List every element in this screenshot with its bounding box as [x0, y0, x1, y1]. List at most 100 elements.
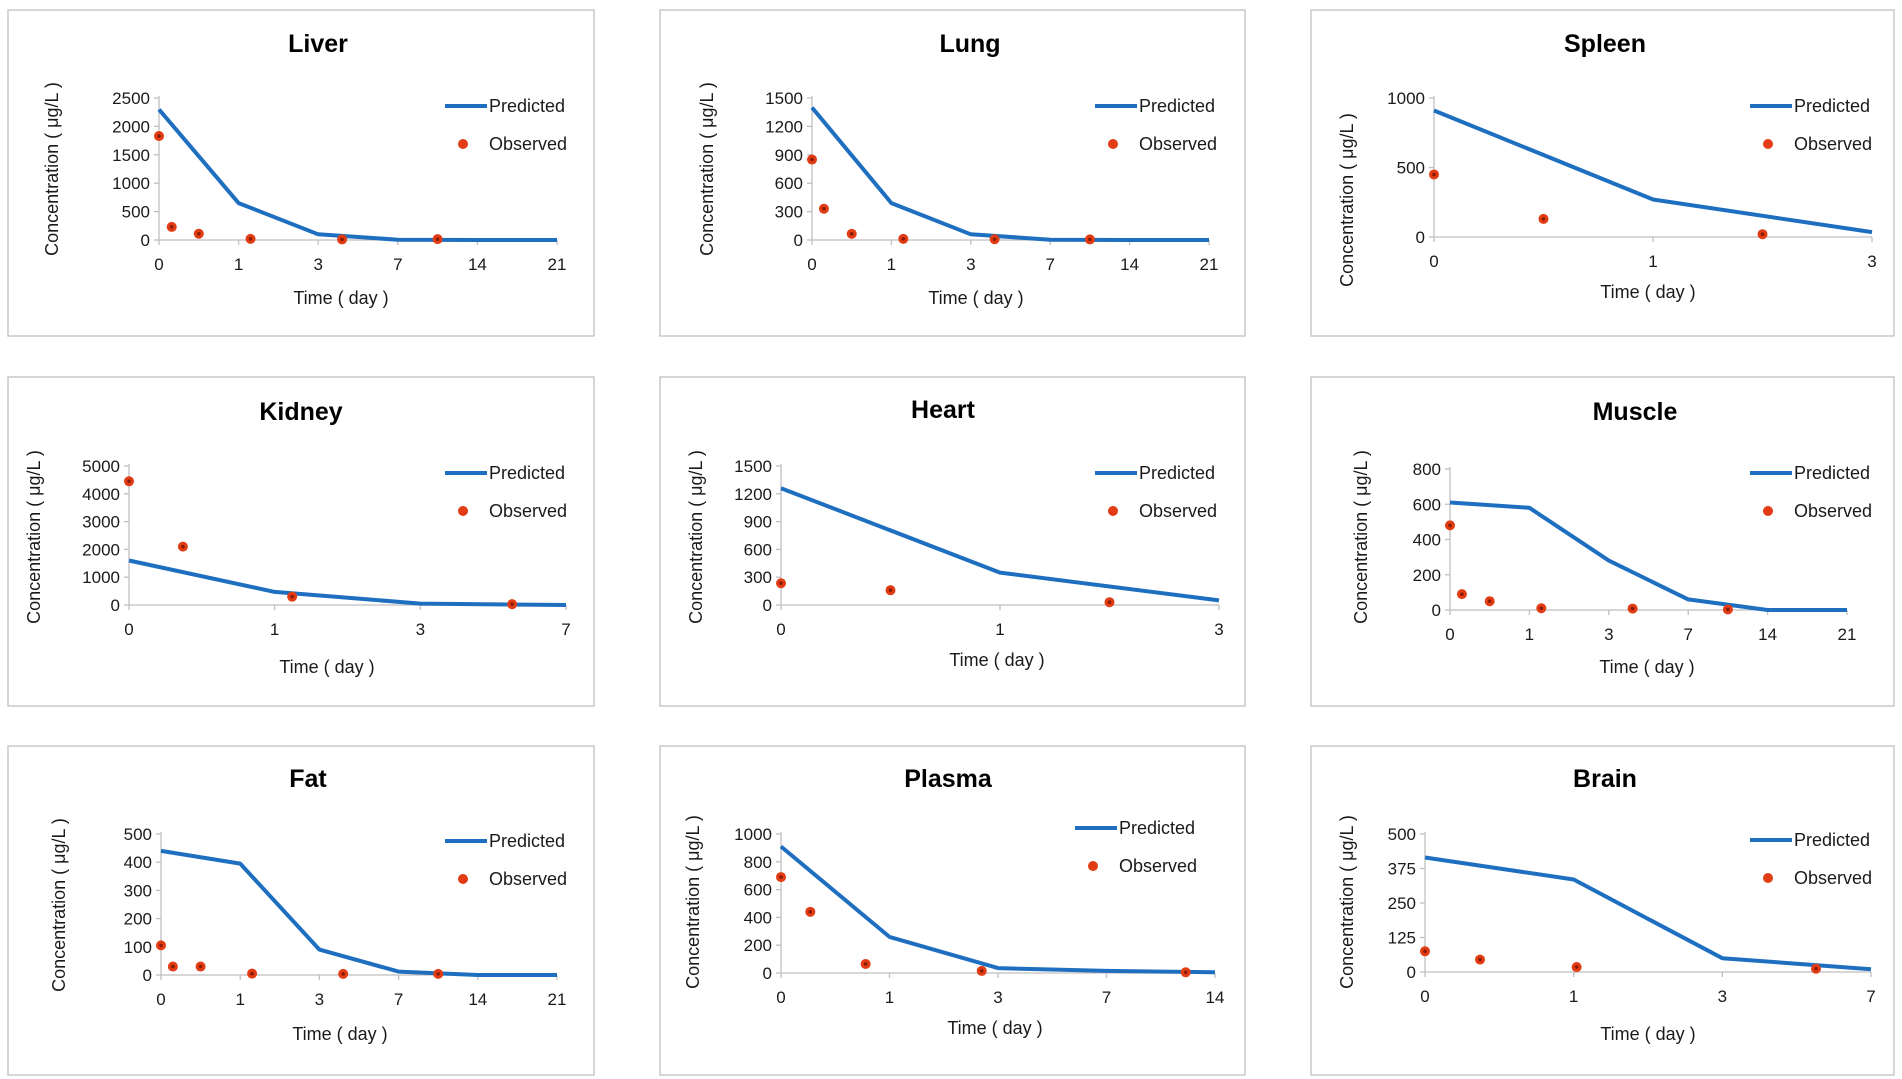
- x-tick-label: 7: [1866, 987, 1875, 1006]
- y-tick-label: 1000: [82, 568, 120, 587]
- y-tick-label: 0: [794, 231, 803, 250]
- observed-marker-center: [197, 231, 201, 236]
- y-tick-label: 600: [1413, 495, 1441, 514]
- observed-marker-center: [435, 237, 440, 241]
- observed-point: [156, 940, 166, 951]
- observed-marker-center: [248, 237, 253, 241]
- y-tick-label: 600: [744, 540, 772, 559]
- chart-legend: Predicted Observed: [1095, 96, 1217, 154]
- observed-point: [776, 872, 786, 883]
- observed-marker-center: [1478, 957, 1482, 962]
- x-tick-label: 21: [548, 990, 567, 1009]
- observed-marker-center: [779, 875, 783, 879]
- y-tick-label: 500: [124, 825, 152, 844]
- observed-point: [860, 958, 871, 969]
- y-tick-label: 300: [775, 203, 803, 222]
- x-tick-label: 21: [1200, 255, 1219, 274]
- observed-point: [337, 234, 348, 245]
- observed-marker-center: [779, 581, 783, 586]
- y-axis-title: Concentration ( μg/L ): [697, 82, 717, 256]
- x-tick-label: 3: [315, 990, 324, 1009]
- x-tick-label: 0: [1429, 252, 1438, 271]
- observed-point: [1536, 603, 1547, 614]
- observed-point: [1104, 597, 1115, 608]
- chart-title: Fat: [289, 765, 327, 793]
- observed-point: [124, 476, 134, 487]
- legend-observed-label: Observed: [1794, 868, 1872, 888]
- y-tick-label: 0: [111, 596, 120, 615]
- x-tick-label: 0: [1420, 987, 1429, 1006]
- y-tick-label: 900: [744, 513, 772, 532]
- y-axis-title: Concentration ( μg/L ): [1337, 113, 1357, 287]
- x-tick-label: 1: [235, 990, 244, 1009]
- chart-title: Brain: [1573, 765, 1637, 793]
- x-axis-title: Time ( day ): [928, 288, 1023, 308]
- chart-panel-brain: Brain 0 125 250 375 500 0 1 3 7 Concentration ( μg…: [1310, 745, 1895, 1076]
- observed-marker-center: [1574, 965, 1579, 969]
- chart-title: Heart: [911, 396, 976, 424]
- y-tick-label: 2000: [82, 540, 120, 559]
- legend-observed-swatch: [1108, 506, 1118, 516]
- panel-frame: [659, 9, 1246, 337]
- observed-marker-center: [1088, 237, 1092, 242]
- x-tick-label: 3: [1718, 987, 1727, 1006]
- chart-legend: Predicted Observed: [1095, 463, 1217, 521]
- observed-point: [1445, 520, 1455, 531]
- x-tick-label: 14: [1206, 988, 1225, 1007]
- legend-predicted-label: Predicted: [489, 463, 565, 483]
- observed-point: [193, 228, 204, 239]
- x-tick-label: 14: [468, 255, 487, 274]
- y-tick-label: 250: [1388, 894, 1416, 913]
- legend-predicted-label: Predicted: [489, 831, 565, 851]
- y-tick-label: 3000: [82, 513, 120, 532]
- legend-observed-swatch: [458, 139, 468, 149]
- observed-marker-center: [127, 479, 131, 484]
- y-tick-label: 0: [1407, 963, 1416, 982]
- predicted-line: [779, 844, 1216, 975]
- x-axis-title: Time ( day ): [949, 650, 1044, 670]
- y-tick-label: 1200: [734, 485, 772, 504]
- y-tick-label: 1000: [112, 174, 150, 193]
- chart-panel-spleen: Spleen 0 500 1000 0 1 3 Concentration ( μg/L ) T…: [1310, 9, 1895, 337]
- observed-point: [507, 599, 518, 610]
- observed-point: [1084, 234, 1095, 245]
- observed-marker-center: [340, 237, 344, 242]
- observed-marker-center: [808, 910, 813, 914]
- observed-point: [1722, 604, 1733, 615]
- observed-marker-center: [1107, 600, 1112, 605]
- x-axis-title: Time ( day ): [1599, 657, 1694, 677]
- y-tick-label: 1500: [765, 89, 803, 108]
- x-tick-label: 1: [885, 988, 894, 1007]
- observed-point: [154, 131, 164, 142]
- y-tick-label: 1000: [734, 825, 772, 844]
- legend-observed-swatch: [1763, 873, 1773, 883]
- observed-point: [818, 203, 829, 214]
- y-axis-title: Concentration ( μg/L ): [42, 82, 62, 256]
- observed-marker-center: [1432, 172, 1436, 177]
- y-tick-label: 800: [744, 853, 772, 872]
- legend-predicted-label: Predicted: [1139, 96, 1215, 116]
- observed-marker-center: [157, 134, 161, 138]
- observed-marker-center: [810, 157, 814, 162]
- y-tick-label: 400: [124, 853, 152, 872]
- y-axis-title: Concentration ( μg/L ): [686, 450, 706, 624]
- observed-point: [1484, 596, 1495, 607]
- observed-point: [432, 234, 443, 245]
- observed-point: [1180, 967, 1191, 978]
- legend-observed-label: Observed: [489, 501, 567, 521]
- y-tick-label: 2500: [112, 89, 150, 108]
- observed-marker-center: [250, 971, 254, 976]
- panel-frame: [7, 745, 595, 1076]
- legend-predicted-label: Predicted: [1119, 818, 1195, 838]
- observed-point: [976, 965, 987, 976]
- chart-title: Liver: [288, 30, 348, 58]
- y-tick-label: 200: [124, 910, 152, 929]
- x-tick-label: 7: [393, 255, 402, 274]
- observed-marker-center: [341, 972, 345, 976]
- observed-point: [1810, 963, 1821, 974]
- y-tick-label: 1000: [1387, 89, 1425, 108]
- observed-point: [1627, 603, 1638, 614]
- observed-marker-center: [1448, 523, 1452, 528]
- x-tick-label: 3: [1604, 625, 1613, 644]
- legend-observed-swatch: [1763, 506, 1773, 516]
